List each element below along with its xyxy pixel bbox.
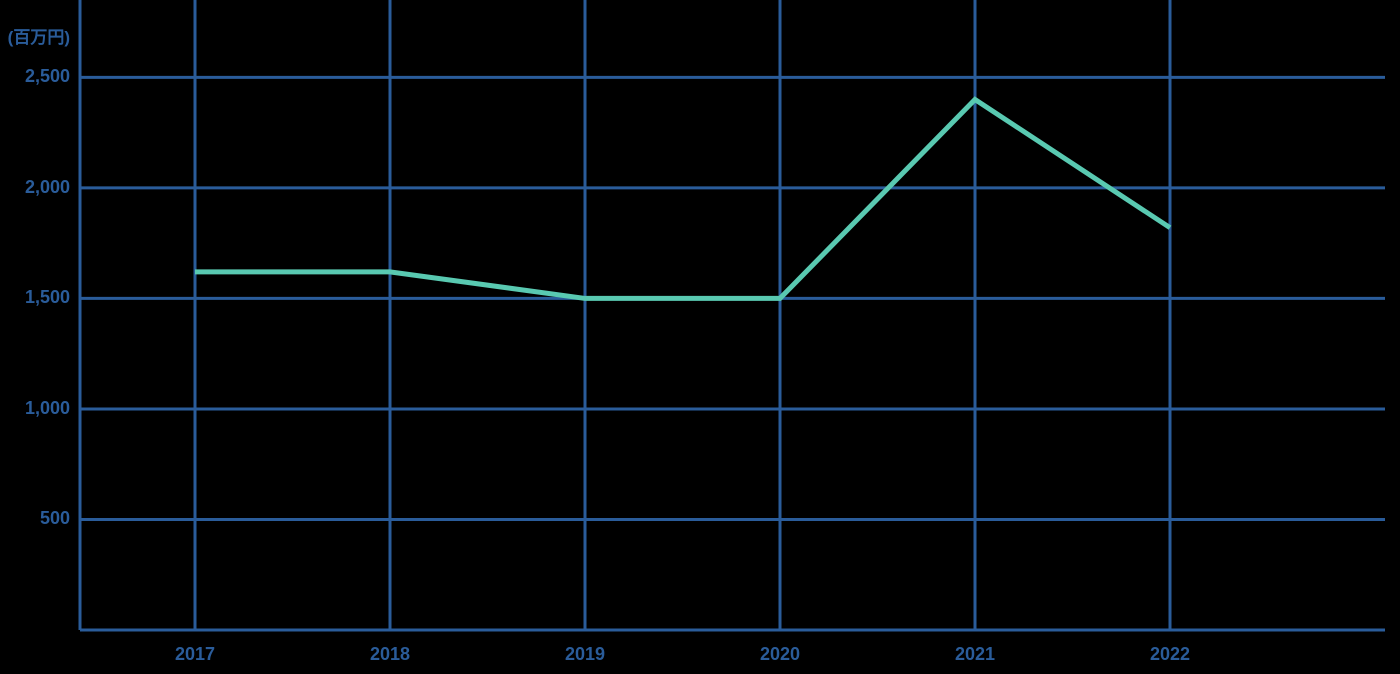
y-tick-label: 500 xyxy=(40,508,70,529)
y-tick-label: 1,500 xyxy=(25,287,70,308)
y-tick-label: 1,000 xyxy=(25,398,70,419)
x-tick-label: 2017 xyxy=(175,644,215,665)
line-chart: (百万円) 500 1,000 1,500 2,000 2,500 2017 2018 2019… xyxy=(0,0,1400,674)
x-tick-label: 2018 xyxy=(370,644,410,665)
x-tick-label: 2020 xyxy=(760,644,800,665)
x-tick-label: 2022 xyxy=(1150,644,1190,665)
y-axis-unit-label: (百万円) xyxy=(8,23,70,48)
y-tick-label: 2,500 xyxy=(25,66,70,87)
chart-svg xyxy=(0,0,1400,674)
x-tick-label: 2021 xyxy=(955,644,995,665)
x-tick-label: 2019 xyxy=(565,644,605,665)
y-tick-label: 2,000 xyxy=(25,177,70,198)
